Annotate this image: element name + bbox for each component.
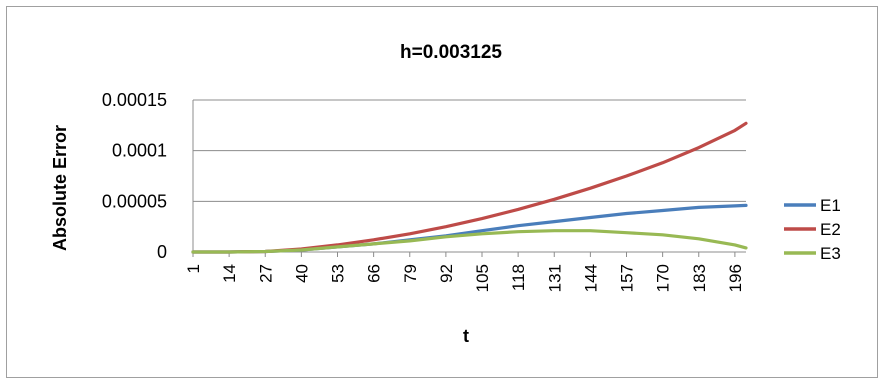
chart-frame bbox=[6, 6, 878, 378]
x-tick-label: 118 bbox=[509, 264, 528, 291]
x-tick-label: 14 bbox=[220, 264, 239, 283]
legend: E1 E2 E3 bbox=[784, 196, 841, 263]
x-tick-label: 27 bbox=[256, 264, 275, 283]
y-tick-label: 0.00005 bbox=[102, 191, 167, 211]
y-tick-label: 0.00015 bbox=[102, 90, 167, 110]
x-tick-label: 144 bbox=[581, 264, 600, 292]
x-tick-label: 131 bbox=[545, 264, 564, 292]
x-tick-label: 79 bbox=[401, 264, 420, 283]
x-tick-label: 105 bbox=[473, 264, 492, 292]
tick-labels: 0 0.00005 0.0001 0.00015 1 14 27 40 53 66 79 92 105 1… bbox=[102, 90, 745, 292]
legend-label-e3: E3 bbox=[820, 244, 841, 263]
x-tick-label: 1 bbox=[184, 264, 203, 273]
series-line-e3 bbox=[191, 229, 748, 254]
x-tick-label: 196 bbox=[726, 264, 745, 292]
chart-title: h=0.003125 bbox=[400, 42, 502, 63]
x-axis-title: t bbox=[463, 326, 469, 346]
legend-label-e1: E1 bbox=[820, 196, 841, 215]
y-tick-label: 0 bbox=[157, 242, 167, 262]
x-tick-label: 92 bbox=[437, 264, 456, 283]
x-tick-label: 157 bbox=[618, 264, 637, 292]
x-tick-label: 170 bbox=[654, 264, 673, 292]
series-lines bbox=[191, 121, 748, 254]
y-tick-label: 0.0001 bbox=[112, 141, 167, 161]
series-line-e1 bbox=[191, 203, 748, 254]
x-tick-label: 40 bbox=[292, 264, 311, 283]
gridlines bbox=[193, 99, 746, 253]
y-axis-title: Absolute Error bbox=[50, 125, 70, 251]
x-tick-label: 183 bbox=[690, 264, 709, 292]
legend-label-e2: E2 bbox=[820, 220, 841, 239]
x-tick-label: 66 bbox=[365, 264, 384, 283]
x-tick-label: 53 bbox=[329, 264, 348, 283]
